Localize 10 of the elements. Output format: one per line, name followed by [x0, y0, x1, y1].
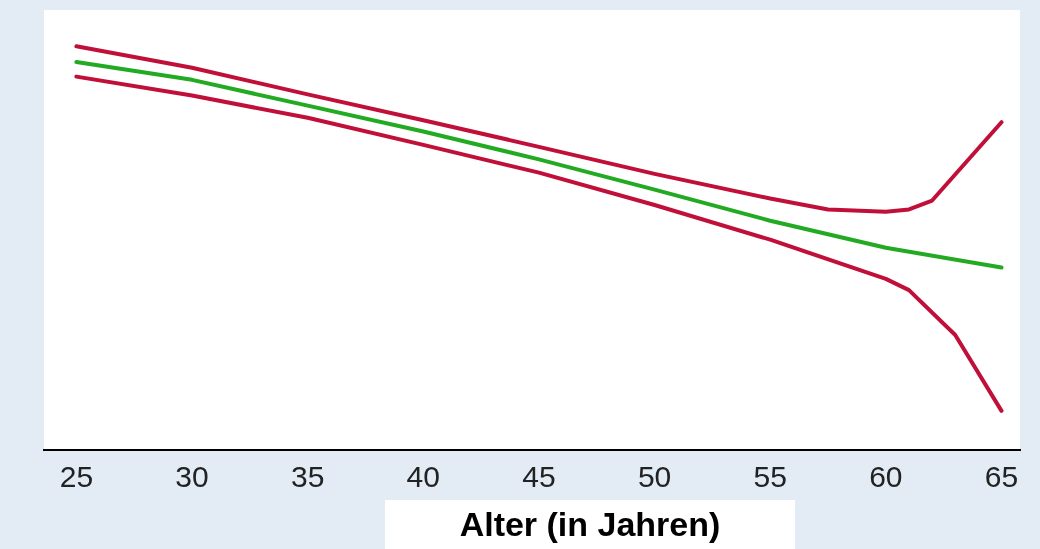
x-axis-title: Alter (in Jahren) [385, 500, 795, 549]
x-tick-label: 30 [175, 460, 209, 494]
x-tick-label: 60 [869, 460, 903, 494]
x-tick-label: 40 [406, 460, 440, 494]
x-tick-label: 50 [637, 460, 672, 494]
x-tick-label: 65 [984, 460, 1019, 494]
x-tick-label: 25 [59, 460, 94, 494]
x-tick-label: 55 [753, 460, 787, 494]
x-tick-label: 45 [522, 460, 556, 494]
x-tick-label: 35 [290, 460, 325, 494]
